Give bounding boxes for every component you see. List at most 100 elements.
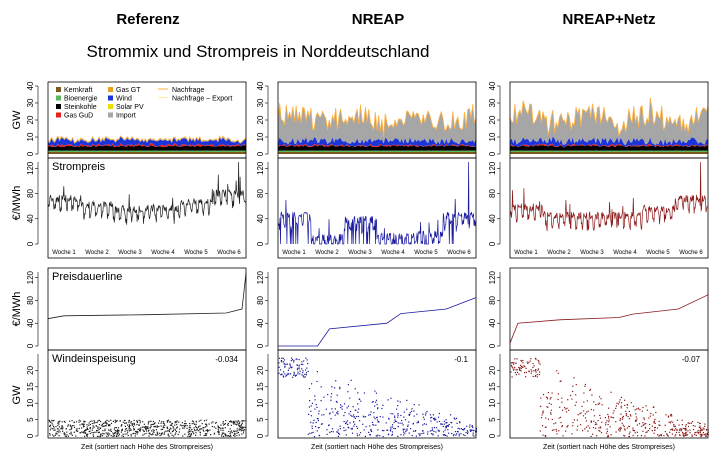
wind-point bbox=[242, 432, 245, 434]
wind-point bbox=[278, 357, 281, 359]
wind-point bbox=[225, 434, 227, 436]
wind-point bbox=[178, 431, 180, 433]
wind-point bbox=[394, 419, 396, 421]
wind-point bbox=[145, 426, 147, 428]
wind-point bbox=[392, 413, 394, 415]
wind-point bbox=[553, 423, 555, 425]
wind-point bbox=[194, 430, 196, 432]
wind-point bbox=[545, 435, 547, 438]
wind-point bbox=[198, 426, 200, 428]
wind-point bbox=[314, 395, 316, 397]
wind-point bbox=[442, 425, 444, 428]
wind-point bbox=[104, 422, 106, 424]
wind-point bbox=[49, 434, 51, 436]
wind-point bbox=[73, 431, 75, 433]
wind-point bbox=[53, 429, 55, 431]
wind-point bbox=[440, 423, 442, 425]
wind-point bbox=[169, 421, 171, 423]
wind-point bbox=[92, 425, 94, 427]
wind-point bbox=[293, 374, 295, 376]
y-tick-label: 20 bbox=[488, 115, 497, 124]
wind-point bbox=[167, 430, 169, 432]
wind-point bbox=[340, 406, 342, 409]
wind-point bbox=[202, 427, 204, 429]
wind-point bbox=[537, 359, 539, 361]
wind-point bbox=[203, 434, 205, 437]
wind-point bbox=[678, 429, 681, 431]
wind-point bbox=[683, 435, 686, 437]
wind-point bbox=[354, 388, 356, 390]
wind-point bbox=[170, 432, 172, 434]
wind-point bbox=[385, 422, 387, 424]
wind-point bbox=[382, 436, 384, 438]
wind-point bbox=[97, 429, 99, 432]
wind-point bbox=[148, 429, 150, 431]
wind-point bbox=[648, 417, 650, 419]
wind-point bbox=[122, 421, 124, 423]
wind-point bbox=[372, 401, 374, 403]
wind-point bbox=[163, 433, 165, 435]
wind-point bbox=[670, 421, 672, 423]
wind-point bbox=[612, 417, 615, 419]
wind-point bbox=[192, 420, 194, 423]
wind-point bbox=[327, 394, 329, 396]
wind-point bbox=[526, 361, 528, 363]
wind-point bbox=[133, 432, 135, 435]
wind-point bbox=[704, 423, 706, 425]
wind-point bbox=[391, 433, 393, 435]
area-wind bbox=[48, 136, 246, 147]
wind-point bbox=[295, 358, 297, 360]
wind-point bbox=[574, 404, 576, 406]
wind-point bbox=[53, 419, 55, 422]
wind-point bbox=[432, 414, 434, 416]
wind-point bbox=[172, 426, 174, 428]
wind-point bbox=[314, 426, 317, 428]
wind-point bbox=[122, 435, 125, 438]
wind-point bbox=[58, 429, 60, 431]
y-tick-label: 10 bbox=[26, 132, 35, 141]
wind-point bbox=[698, 426, 700, 429]
wind-point bbox=[147, 423, 149, 425]
wind-point bbox=[237, 421, 239, 423]
wind-point bbox=[160, 434, 162, 436]
wind-point bbox=[171, 423, 173, 425]
wind-point bbox=[224, 435, 226, 437]
wind-point bbox=[671, 415, 673, 417]
wind-point bbox=[282, 375, 284, 377]
y-tick-label: 80 bbox=[256, 189, 265, 198]
wind-point bbox=[156, 432, 158, 434]
wind-point bbox=[53, 435, 55, 437]
wind-point bbox=[619, 429, 621, 431]
wind-point bbox=[685, 431, 687, 434]
wind-point bbox=[680, 430, 682, 432]
wind-point bbox=[300, 363, 302, 365]
wind-point bbox=[687, 422, 689, 424]
wind-point bbox=[71, 427, 73, 429]
wind-point bbox=[148, 435, 150, 437]
wind-point bbox=[703, 428, 705, 430]
wind-point bbox=[225, 433, 227, 435]
wind-point bbox=[353, 425, 355, 427]
wind-point bbox=[565, 430, 567, 432]
wind-point bbox=[465, 432, 467, 434]
y-tick-label: 0 bbox=[26, 241, 35, 246]
wind-point bbox=[697, 432, 699, 434]
wind-point bbox=[610, 391, 612, 393]
wind-point bbox=[581, 405, 583, 407]
wind-point bbox=[600, 398, 602, 400]
wind-point bbox=[63, 420, 65, 422]
wind-point bbox=[49, 425, 51, 427]
wind-point bbox=[316, 430, 318, 432]
wind-point bbox=[238, 428, 240, 430]
wind-point bbox=[70, 431, 72, 433]
wind-point bbox=[82, 424, 84, 426]
wind-point bbox=[403, 411, 405, 413]
wind-point bbox=[445, 425, 448, 427]
wind-point bbox=[86, 428, 88, 430]
wind-point bbox=[657, 434, 659, 436]
wind-point bbox=[184, 423, 186, 425]
wind-point bbox=[625, 413, 627, 415]
wind-point bbox=[642, 430, 644, 432]
wind-point bbox=[687, 430, 689, 432]
wind-point bbox=[114, 419, 116, 421]
